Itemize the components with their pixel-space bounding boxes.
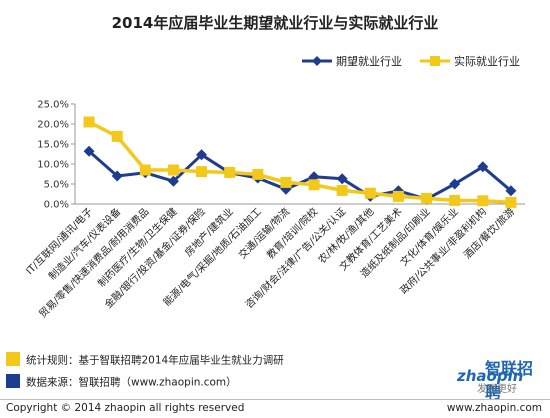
footer-site: www.zhaopin.com: [446, 402, 542, 414]
series-0-point: [196, 149, 208, 161]
series-1-point: [83, 116, 95, 128]
series-line-1: [88, 120, 512, 205]
series-0-point: [505, 185, 517, 197]
series-0-point: [449, 178, 461, 190]
copyright-text: Copyright © 2014 zhaopin all rights rese…: [6, 402, 245, 414]
series-1-point: [224, 166, 236, 178]
footer: Copyright © 2014 zhaopin all rights rese…: [0, 399, 550, 418]
series-line-0: [88, 150, 512, 201]
series-1-point: [336, 184, 348, 196]
plot-area: 0.0%5.0%10.0%15.0%20.0%25.0%IT/互联网/通讯/电子…: [23, 100, 525, 320]
note-swatch-0: [6, 352, 20, 366]
legend-marker-0: [312, 56, 322, 66]
series-1-point: [196, 166, 208, 178]
series-0-point: [167, 175, 179, 187]
series-1-point: [252, 168, 264, 180]
series-1-point: [449, 194, 461, 206]
series-1-point: [505, 196, 517, 208]
series-1-point: [280, 176, 292, 188]
y-tick-label: 15.0%: [37, 140, 69, 151]
note-text-1: 数据来源：智联招聘（www.zhaopin.com）: [26, 376, 237, 389]
y-tick-label: 0.0%: [44, 200, 69, 211]
series-0-point: [336, 173, 348, 185]
brand-logo-en: zhaopin: [457, 367, 524, 385]
brand-logo-cn: 智联招聘: [485, 359, 534, 402]
notes: 统计规则：基于智联招聘2014年应届毕业生就业力调研数据来源：智联招聘（www.…: [6, 352, 284, 389]
x-tick-label: 房地产/建筑业: [182, 205, 236, 259]
series-1-point: [111, 130, 123, 142]
series-0-point: [477, 161, 489, 173]
series-0-point: [83, 145, 95, 157]
series-1-point: [364, 187, 376, 199]
legend: 期望就业行业 实际就业行业: [302, 54, 520, 68]
legend-label-0: 期望就业行业: [336, 54, 402, 68]
y-tick-label: 10.0%: [37, 160, 69, 171]
x-tick-label: 贸易/零售/快速消费品/耐用消费品: [36, 205, 151, 320]
legend-label-1: 实际就业行业: [454, 54, 520, 68]
legend-marker-1: [430, 56, 440, 66]
y-tick-label: 5.0%: [44, 180, 69, 191]
brand-slogan: 发现更好: [477, 384, 517, 395]
y-tick-label: 25.0%: [37, 100, 69, 111]
series-1-point: [139, 164, 151, 176]
series-1-point: [477, 195, 489, 207]
series-1-point: [392, 190, 404, 202]
series-1-point: [167, 164, 179, 176]
series-1-point: [421, 192, 433, 204]
y-tick-label: 20.0%: [37, 120, 69, 131]
series-1-point: [308, 179, 320, 191]
series-0-point: [111, 170, 123, 182]
note-swatch-1: [6, 374, 20, 388]
chart-title: 2014年应届毕业生期望就业行业与实际就业行业: [112, 14, 439, 32]
brand-logo: 智联招聘 zhaopin 发现更好: [455, 355, 547, 402]
note-text-0: 统计规则：基于智联招聘2014年应届毕业生就业力调研: [26, 354, 284, 367]
